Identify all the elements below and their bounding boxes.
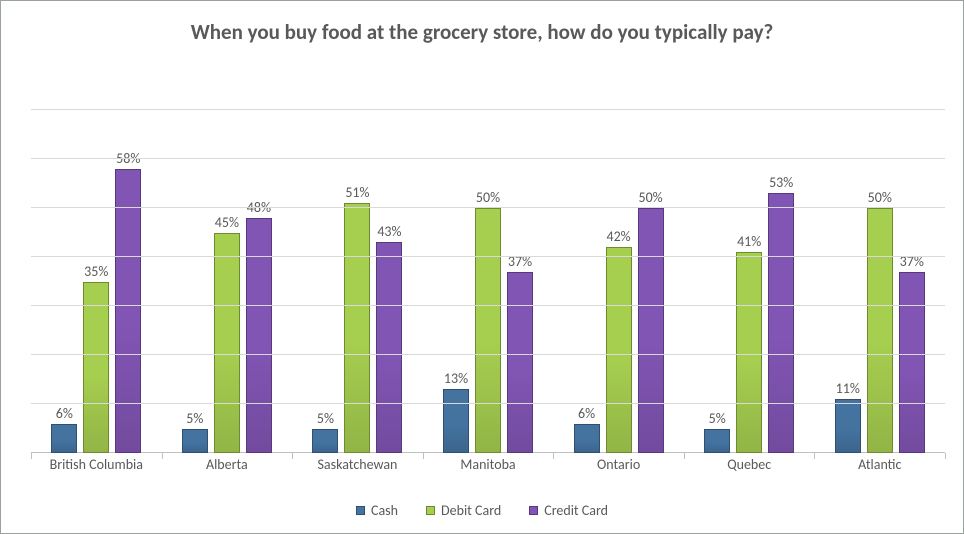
bar-value-label: 48%: [247, 199, 271, 219]
chart-container: When you buy food at the grocery store, …: [0, 0, 964, 534]
bar-value-label: 42%: [606, 228, 630, 248]
bar: 37%: [507, 272, 533, 453]
legend-item: Debit Card: [426, 502, 501, 519]
category-group: 5%45%48%Alberta: [162, 110, 293, 453]
legend-label: Debit Card: [441, 502, 501, 519]
chart-title: When you buy food at the grocery store, …: [9, 9, 955, 49]
category-tick-mark: [292, 453, 293, 459]
bar-value-label: 5%: [317, 410, 334, 430]
legend-label: Credit Card: [544, 502, 608, 519]
bar: 35%: [83, 282, 109, 454]
bar: 41%: [736, 252, 762, 453]
bar-value-label: 11%: [836, 380, 860, 400]
bar: 5%: [312, 429, 338, 454]
bar-value-label: 58%: [116, 150, 140, 170]
bar: 50%: [638, 208, 664, 453]
bar: 5%: [704, 429, 730, 454]
bar: 37%: [899, 272, 925, 453]
bar-value-label: 6%: [578, 405, 595, 425]
bar-value-label: 50%: [638, 189, 662, 209]
legend-label: Cash: [371, 502, 398, 519]
bar-value-label: 53%: [769, 174, 793, 194]
category-group: 6%42%50%Ontario: [553, 110, 684, 453]
bar: 43%: [376, 242, 402, 453]
category-label: Saskatchewan: [292, 453, 423, 473]
bar-value-label: 41%: [737, 233, 761, 253]
category-label: Atlantic: [814, 453, 945, 473]
category-tick-mark: [162, 453, 163, 459]
gridline: [31, 403, 945, 404]
bar-value-label: 5%: [709, 410, 726, 430]
category-tick-mark: [553, 453, 554, 459]
bar: 51%: [344, 203, 370, 453]
category-group: 11%50%37%Atlantic: [814, 110, 945, 453]
category-label: Ontario: [553, 453, 684, 473]
plot-area: 6%35%58%British Columbia5%45%48%Alberta5…: [31, 109, 945, 453]
bar: 5%: [182, 429, 208, 454]
category-group: 5%51%43%Saskatchewan: [292, 110, 423, 453]
legend: Cash Debit Card Credit Card: [1, 502, 963, 519]
category-label: British Columbia: [31, 453, 162, 473]
bar-value-label: 45%: [215, 214, 239, 234]
category-tick-mark: [423, 453, 424, 459]
gridline: [31, 354, 945, 355]
category-label: Alberta: [162, 453, 293, 473]
bar: 53%: [768, 193, 794, 453]
bar: 58%: [115, 169, 141, 453]
bar: 42%: [606, 247, 632, 453]
legend-item: Cash: [356, 502, 398, 519]
category-group: 5%41%53%Quebec: [684, 110, 815, 453]
category-group: 6%35%58%British Columbia: [31, 110, 162, 453]
category-tick-mark: [31, 453, 32, 459]
bar-value-label: 51%: [345, 184, 369, 204]
bar-value-label: 13%: [444, 370, 468, 390]
category-tick-mark: [684, 453, 685, 459]
bar: 45%: [214, 233, 240, 454]
bar: 6%: [51, 424, 77, 453]
legend-swatch: [426, 506, 435, 515]
bar-value-label: 50%: [476, 189, 500, 209]
category-tick-mark: [945, 453, 946, 459]
bar: 50%: [475, 208, 501, 453]
legend-swatch: [356, 506, 365, 515]
category-label: Quebec: [684, 453, 815, 473]
category-tick-mark: [814, 453, 815, 459]
gridline: [31, 207, 945, 208]
bar: 48%: [246, 218, 272, 453]
bar: 6%: [574, 424, 600, 453]
bar-groups: 6%35%58%British Columbia5%45%48%Alberta5…: [31, 110, 945, 453]
bar: 50%: [867, 208, 893, 453]
legend-swatch: [529, 506, 538, 515]
bar-value-label: 35%: [84, 263, 108, 283]
gridline: [31, 305, 945, 306]
bar-value-label: 50%: [868, 189, 892, 209]
bar: 13%: [443, 389, 469, 453]
category-label: Manitoba: [423, 453, 554, 473]
bar-value-label: 6%: [56, 405, 73, 425]
bar-value-label: 43%: [377, 223, 401, 243]
bar-value-label: 5%: [186, 410, 203, 430]
gridline: [31, 256, 945, 257]
legend-item: Credit Card: [529, 502, 608, 519]
category-group: 13%50%37%Manitoba: [423, 110, 554, 453]
gridline: [31, 158, 945, 159]
bar: 11%: [835, 399, 861, 453]
